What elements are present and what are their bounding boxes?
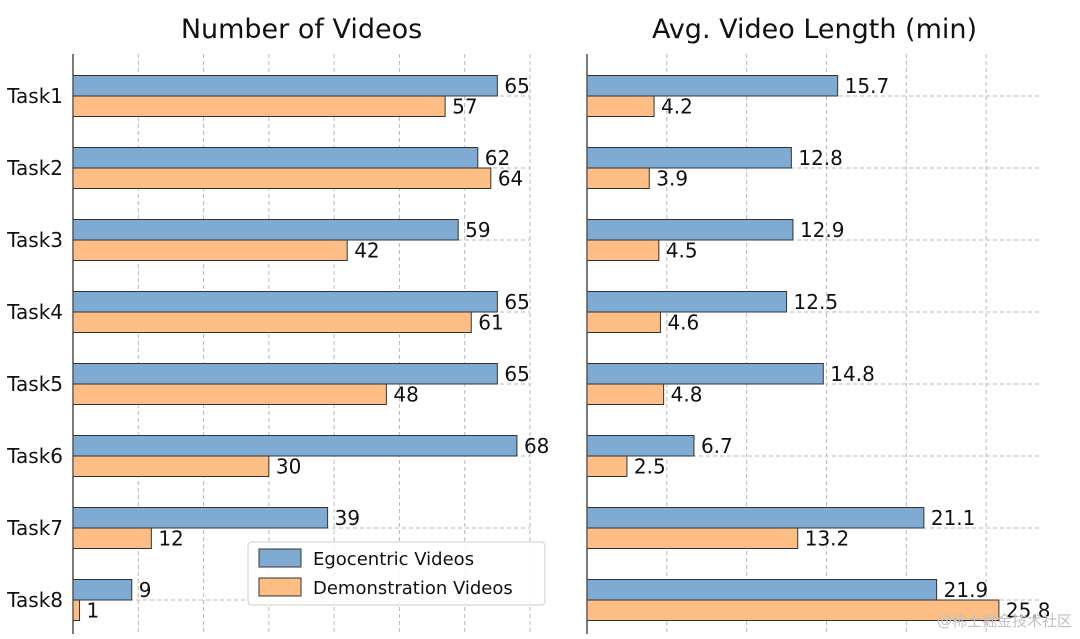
data-label-egocentric-task7: 39 <box>335 506 360 530</box>
bar-demonstration-task6 <box>586 455 628 477</box>
bar-egocentric-task5 <box>586 363 824 385</box>
data-label-demonstration-task4: 4.6 <box>667 310 699 334</box>
bar-egocentric-task3 <box>586 219 794 241</box>
data-label-egocentric-task8: 21.9 <box>944 578 989 602</box>
data-label-demonstration-task7: 13.2 <box>805 526 850 550</box>
bar-demonstration-task8 <box>72 599 81 621</box>
bar-egocentric-task8 <box>72 579 133 601</box>
data-label-egocentric-task7: 21.1 <box>931 506 976 530</box>
data-label-demonstration-task2: 3.9 <box>656 166 688 190</box>
y-tick-label-task2: Task2 <box>6 156 63 180</box>
legend-label-demonstration: Demonstration Videos <box>313 578 513 599</box>
data-label-egocentric-task4: 65 <box>504 290 529 314</box>
data-label-egocentric-task6: 68 <box>524 434 549 458</box>
bar-egocentric-task5 <box>72 363 498 385</box>
data-label-egocentric-task1: 15.7 <box>845 74 890 98</box>
bar-demonstration-task3 <box>586 239 660 261</box>
data-label-egocentric-task2: 62 <box>485 146 510 170</box>
data-label-egocentric-task4: 12.5 <box>794 290 839 314</box>
data-label-demonstration-task6: 30 <box>276 454 301 478</box>
data-label-egocentric-task1: 65 <box>504 74 529 98</box>
bar-egocentric-task3 <box>72 219 459 241</box>
bar-egocentric-task2 <box>72 147 479 169</box>
data-label-egocentric-task5: 65 <box>504 362 529 386</box>
bar-egocentric-task6 <box>586 435 695 457</box>
legend: Egocentric Videos Demonstration Videos <box>247 541 546 606</box>
bar-demonstration-task4 <box>586 311 661 333</box>
data-label-egocentric-task5: 14.8 <box>830 362 875 386</box>
data-label-demonstration-task3: 42 <box>354 238 379 262</box>
y-tick-label-task5: Task5 <box>6 372 63 396</box>
data-label-egocentric-task3: 12.9 <box>800 218 845 242</box>
y-tick-label-task8: Task8 <box>6 588 63 612</box>
bar-demonstration-task7 <box>586 527 799 549</box>
bar-egocentric-task8 <box>586 579 938 601</box>
data-label-demonstration-task3: 4.5 <box>666 238 698 262</box>
bar-demonstration-task5 <box>586 383 665 405</box>
bar-demonstration-task4 <box>72 311 472 333</box>
bar-demonstration-task6 <box>72 455 270 477</box>
bar-egocentric-task6 <box>72 435 518 457</box>
chart-title-avg-video-length: Avg. Video Length (min) <box>652 14 977 45</box>
bar-demonstration-task7 <box>72 527 152 549</box>
bar-egocentric-task7 <box>586 507 925 529</box>
y-tick-label-task4: Task4 <box>6 300 63 324</box>
data-label-demonstration-task8: 25.8 <box>1006 598 1051 622</box>
bar-demonstration-task1 <box>586 95 655 117</box>
data-label-egocentric-task3: 59 <box>465 218 490 242</box>
data-label-demonstration-task1: 4.2 <box>661 94 693 118</box>
bar-egocentric-task1 <box>72 75 498 97</box>
bar-demonstration-task2 <box>72 167 492 189</box>
y-tick-label-task6: Task6 <box>6 444 63 468</box>
y-tick-label-task3: Task3 <box>6 228 63 252</box>
legend-swatch-demonstration <box>258 577 302 597</box>
data-label-demonstration-task7: 12 <box>158 526 183 550</box>
data-label-demonstration-task4: 61 <box>478 310 503 334</box>
panel-avg-video-length: Avg. Video Length (min) 15.7 4.2 12.8 3.9 12… <box>586 14 1051 634</box>
legend-box <box>247 541 546 606</box>
bar-egocentric-task7 <box>72 507 329 529</box>
data-label-egocentric-task2: 12.8 <box>798 146 843 170</box>
y-tick-label-task1: Task1 <box>6 84 63 108</box>
bar-demonstration-task1 <box>72 95 446 117</box>
data-label-demonstration-task6: 2.5 <box>634 454 666 478</box>
chart-title-number-of-videos: Number of Videos <box>181 14 422 45</box>
bar-egocentric-task4 <box>72 291 498 313</box>
data-label-demonstration-task1: 57 <box>452 94 477 118</box>
data-label-egocentric-task8: 9 <box>139 578 152 602</box>
bar-demonstration-task5 <box>72 383 387 405</box>
watermark-text: @稀土掘金技术社区 <box>937 612 1072 630</box>
legend-swatch-egocentric <box>258 548 302 568</box>
bar-egocentric-task1 <box>586 75 839 97</box>
data-label-demonstration-task5: 48 <box>393 382 418 406</box>
bar-egocentric-task2 <box>586 147 792 169</box>
bar-demonstration-task3 <box>72 239 348 261</box>
data-label-demonstration-task8: 1 <box>87 598 100 622</box>
data-label-egocentric-task6: 6.7 <box>701 434 733 458</box>
bar-demonstration-task2 <box>586 167 650 189</box>
legend-label-egocentric: Egocentric Videos <box>313 549 474 570</box>
y-tick-label-task7: Task7 <box>6 516 63 540</box>
bar-demonstration-task8 <box>586 599 1000 621</box>
bar-egocentric-task4 <box>586 291 788 313</box>
data-label-demonstration-task5: 4.8 <box>671 382 703 406</box>
data-label-demonstration-task2: 64 <box>498 166 523 190</box>
